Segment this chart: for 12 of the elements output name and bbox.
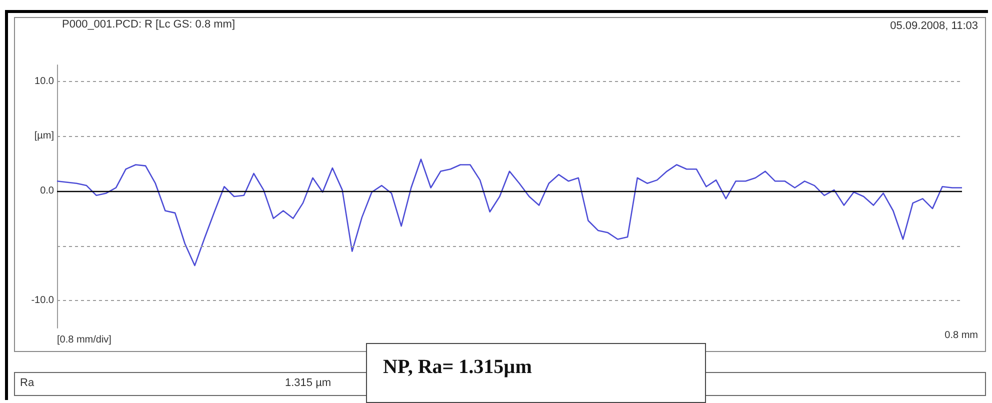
text: Ra (20, 377, 34, 389)
x-axis-title: [0.8 mm/div] (57, 334, 112, 346)
line-series (56, 158, 963, 266)
y-tick-label: -10.0 (31, 295, 54, 306)
text: 0.8 mm (944, 330, 978, 341)
text: 1.315 µm (285, 377, 332, 389)
y-tick-label: 0.0 (40, 186, 54, 197)
y-tick-label: [µm] (34, 130, 54, 142)
y-tick-label: 10.0 (34, 76, 54, 87)
chart-title: P000_001.PCD: R [Lc GS: 0.8 mm] (62, 18, 236, 30)
text: 05.09.2008, 11:03 (890, 20, 978, 32)
text: NP, Ra= 1.315µm (366, 343, 706, 403)
